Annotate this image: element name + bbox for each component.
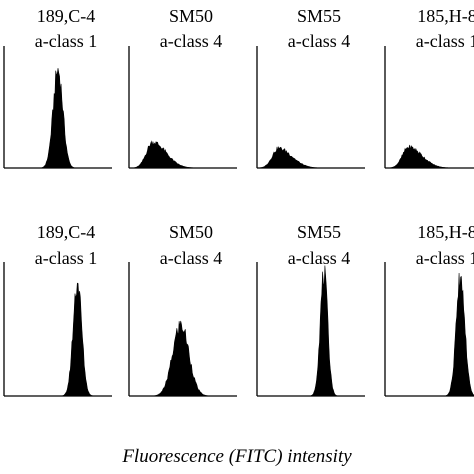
panel-title: 185,H-8 (417, 6, 474, 26)
histogram-series (4, 282, 112, 397)
histogram-panel-r1-c4: 185,H-8 a-class 1 (384, 6, 474, 169)
histogram-panel-r2-c3: SM55 a-class 4 (256, 222, 365, 397)
panel-title: SM55 (297, 222, 341, 242)
panel-title: 189,C-4 (37, 6, 96, 26)
x-axis-label: Fluorescence (FITC) intensity (121, 446, 352, 467)
panel-title: 185,H-8 (417, 222, 474, 242)
panel-subtitle: a-class 1 (416, 248, 474, 268)
histogram-panels: 189,C-4 a-class 1 SM50 a-class 4 SM55 a-class… (3, 6, 474, 397)
panel-title: SM50 (169, 222, 213, 242)
histogram-panel-r1-c1: 189,C-4 a-class 1 (3, 6, 112, 169)
panel-subtitle: a-class 4 (288, 248, 350, 268)
histogram-series (128, 140, 237, 169)
histogram-series (4, 68, 112, 169)
panel-title: SM55 (297, 6, 341, 26)
histogram-series (129, 320, 237, 397)
panel-subtitle: a-class 1 (35, 248, 97, 268)
histogram-panel-r2-c1: 189,C-4 a-class 1 (3, 222, 112, 397)
histogram-series (384, 144, 474, 169)
panel-subtitle: a-class 1 (35, 31, 97, 51)
histogram-series (257, 265, 365, 397)
panel-title: 189,C-4 (37, 222, 96, 242)
panel-subtitle: a-class 1 (416, 31, 474, 51)
panel-subtitle: a-class 4 (160, 248, 222, 268)
panel-title: SM50 (169, 6, 213, 26)
histogram-panel-r2-c2: SM50 a-class 4 (128, 222, 237, 397)
histogram-series (385, 273, 474, 397)
histogram-panel-r2-c4: 185,H-8 a-class 1 (384, 222, 474, 397)
panel-subtitle: a-class 4 (288, 31, 350, 51)
histogram-panel-r1-c3: SM55 a-class 4 (256, 6, 365, 169)
histogram-series (256, 146, 365, 169)
panel-subtitle: a-class 4 (160, 31, 222, 51)
histogram-panel-r1-c2: SM50 a-class 4 (128, 6, 237, 169)
